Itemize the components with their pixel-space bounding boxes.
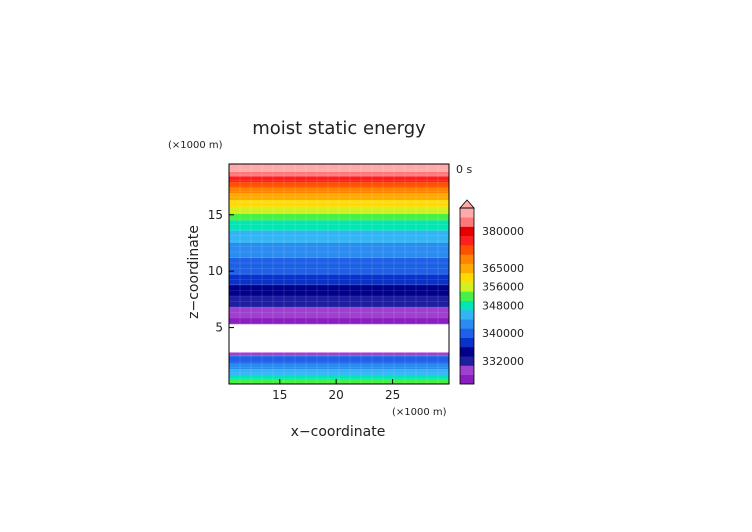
- colorbar-swatch-13: [460, 254, 474, 264]
- x-tick-label: 25: [385, 388, 400, 402]
- colorbar-swatches: [459, 199, 475, 385]
- contour-band-11: [229, 274, 449, 285]
- contour-band-9: [229, 296, 449, 308]
- contour-band-12: [229, 257, 449, 275]
- colorbar-swatch-0: [460, 374, 474, 385]
- contour-band-8: [229, 307, 449, 318]
- time-label: 0 s: [456, 163, 472, 176]
- colorbar-swatch-5: [460, 328, 474, 338]
- contour-band-3: [229, 363, 449, 370]
- y-axis-title: z−coordinate: [186, 225, 202, 319]
- contour-band-17: [229, 206, 449, 214]
- contour-band-7: [229, 317, 449, 325]
- contour-band-18: [229, 200, 449, 207]
- contour-band-1: [229, 374, 449, 380]
- colorbar-swatch-9: [460, 291, 474, 301]
- colorbar-tick-label: 356000: [482, 281, 524, 294]
- colorbar-extend-arrow: [459, 199, 475, 209]
- colorbar-tick-label: 365000: [482, 262, 524, 275]
- x-axis-ticks: 15 20 25: [272, 379, 400, 402]
- y-tick-label: 5: [215, 321, 223, 335]
- chart-title: moist static energy: [252, 118, 426, 139]
- plot-area: 15 20 25 5 10 15: [208, 163, 450, 402]
- plot-frame: [228, 163, 450, 385]
- colorbar-swatch-15: [460, 235, 474, 246]
- contour-band-2: [229, 369, 449, 375]
- contour-band-21: [229, 182, 449, 188]
- colorbar-swatch-7: [460, 309, 474, 320]
- contour-band-16: [229, 213, 449, 221]
- contour-band-10: [229, 284, 449, 296]
- colorbar-swatch-3: [460, 346, 474, 357]
- colorbar-swatch-2: [460, 356, 474, 366]
- colorbar-tick-labels: 380000 365000 356000 348000 340000 332000: [482, 225, 524, 368]
- y-axis-ticks: 5 10 15: [208, 208, 234, 335]
- contour-band-14: [229, 230, 449, 243]
- contour-band-6: [229, 324, 449, 353]
- colorbar-tick-label: 380000: [482, 225, 524, 238]
- x-unit-label: (×1000 m): [392, 407, 447, 418]
- colorbar-swatch-17: [460, 217, 474, 227]
- colorbar-swatch-14: [460, 245, 474, 255]
- grid-lines: [229, 164, 449, 384]
- colorbar-swatch-16: [460, 226, 474, 237]
- contour-band-15: [229, 220, 449, 231]
- contour-band-0: [229, 379, 449, 384]
- contour-band-22: [229, 176, 449, 183]
- colorbar-swatch-1: [460, 365, 474, 376]
- contour-band-20: [229, 187, 449, 194]
- y-tick-label: 15: [208, 208, 223, 222]
- contour-band-24: [229, 164, 449, 172]
- colorbar-swatch-11: [460, 272, 474, 283]
- x-tick-label: 15: [272, 388, 287, 402]
- colorbar-tick-label: 348000: [482, 299, 524, 312]
- x-axis-title: x−coordinate: [291, 424, 386, 440]
- contour-band-4: [229, 355, 449, 364]
- colorbar-frame: [459, 207, 475, 385]
- colorbar-swatch-8: [460, 300, 474, 311]
- contour-bands: [229, 164, 449, 384]
- y-tick-label: 10: [208, 264, 223, 278]
- colorbar-swatch-4: [460, 337, 474, 348]
- colorbar-swatch-6: [460, 319, 474, 329]
- colorbar: 380000 365000 356000 348000 340000 332000: [459, 199, 524, 385]
- y-unit-label: (×1000 m): [168, 140, 223, 151]
- colorbar-tick-label: 340000: [482, 327, 524, 340]
- contour-band-5: [229, 352, 449, 356]
- colorbar-swatch-18: [460, 208, 474, 218]
- x-tick-label: 20: [329, 388, 344, 402]
- colorbar-swatch-10: [460, 282, 474, 292]
- colorbar-tick-label: 332000: [482, 355, 524, 368]
- contour-band-13: [229, 242, 449, 258]
- colorbar-swatch-12: [460, 263, 474, 274]
- contour-band-19: [229, 193, 449, 201]
- contour-band-23: [229, 171, 449, 177]
